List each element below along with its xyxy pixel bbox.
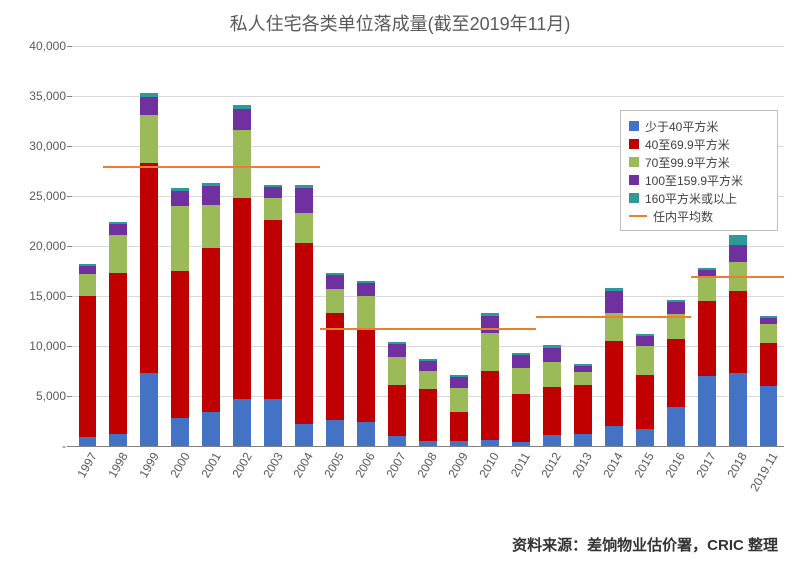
y-tick-label: 35,000 <box>29 89 66 103</box>
x-tick-label: 2016 <box>662 450 687 480</box>
bar-2017 <box>698 268 716 446</box>
bar-2000 <box>171 188 189 446</box>
bar-2002 <box>233 105 251 446</box>
bar-2018 <box>729 235 747 446</box>
bar-2014 <box>605 288 623 446</box>
x-tick-label: 2017 <box>693 450 718 480</box>
x-tick-label: 2004 <box>291 450 316 480</box>
x-tick-label: 2005 <box>322 450 347 480</box>
y-tick-label: 25,000 <box>29 189 66 203</box>
bar-2004 <box>295 185 313 446</box>
x-tick-label: 2007 <box>384 450 409 480</box>
bar-2009 <box>450 375 468 446</box>
chart-title: 私人住宅各类单位落成量(截至2019年11月) <box>0 10 800 36</box>
x-tick-label: 2019.11 <box>747 450 780 494</box>
x-tick-label: 2015 <box>631 450 656 480</box>
bar-2008 <box>419 359 437 446</box>
y-tick-label: 30,000 <box>29 139 66 153</box>
bar-2012 <box>543 345 561 446</box>
bar-series <box>72 46 784 446</box>
legend-item: 100至159.9平方米 <box>629 171 769 189</box>
avg-line-segment <box>536 316 691 318</box>
x-tick-label: 1997 <box>74 450 99 480</box>
avg-line-segment <box>320 328 537 330</box>
x-tick-label: 2011 <box>508 450 533 479</box>
bar-2007 <box>388 342 406 446</box>
legend-item: 少于40平方米 <box>629 117 769 135</box>
bar-2019.11 <box>760 316 778 446</box>
y-tick-label: 10,000 <box>29 339 66 353</box>
bar-2005 <box>326 273 344 446</box>
x-tick-label: 2018 <box>724 450 749 480</box>
bar-2015 <box>636 334 654 446</box>
x-axis-labels: 1997199819992000200120022003200420052006… <box>72 450 784 530</box>
avg-line-segment <box>103 166 320 168</box>
chart-container: 私人住宅各类单位落成量(截至2019年11月) - 5,000 10,000 15,0… <box>0 0 800 530</box>
x-tick-label: 2008 <box>415 450 440 480</box>
x-tick-label: 2009 <box>446 450 471 480</box>
bar-2013 <box>574 364 592 446</box>
bar-2011 <box>512 353 530 446</box>
x-tick-label: 2002 <box>229 450 254 480</box>
y-tick-label: 40,000 <box>29 39 66 53</box>
x-tick-label: 2010 <box>477 450 502 480</box>
y-tick-label: 15,000 <box>29 289 66 303</box>
bar-2016 <box>667 300 685 446</box>
x-tick-label: 1998 <box>105 450 130 480</box>
bar-2003 <box>264 185 282 446</box>
x-tick-label: 1999 <box>136 450 161 480</box>
x-tick-label: 2012 <box>538 450 563 480</box>
legend-item: 160平方米或以上 <box>629 189 769 207</box>
x-tick-label: 2014 <box>600 450 625 480</box>
x-tick-label: 2001 <box>198 450 223 480</box>
legend-item: 任内平均数 <box>629 207 769 225</box>
x-tick-label: 2006 <box>353 450 378 480</box>
x-tick-label: 2013 <box>569 450 594 480</box>
bar-1999 <box>140 93 158 446</box>
y-tick-label: 5,000 <box>36 389 66 403</box>
bar-2001 <box>202 183 220 446</box>
source-attribution: 资料来源：差饷物业估价署，CRIC 整理 <box>512 534 778 555</box>
y-tick-label: - <box>62 439 66 453</box>
bar-2010 <box>481 313 499 446</box>
legend-item: 70至99.9平方米 <box>629 153 769 171</box>
bar-1997 <box>79 264 97 446</box>
legend-item: 40至69.9平方米 <box>629 135 769 153</box>
bar-2006 <box>357 281 375 446</box>
avg-line-segment <box>691 276 784 278</box>
legend: 少于40平方米40至69.9平方米70至99.9平方米100至159.9平方米1… <box>620 110 778 231</box>
bar-1998 <box>109 222 127 446</box>
y-tick-label: 20,000 <box>29 239 66 253</box>
plot-area <box>72 46 784 446</box>
x-tick-label: 2000 <box>167 450 192 480</box>
x-tick-label: 2003 <box>260 450 285 480</box>
